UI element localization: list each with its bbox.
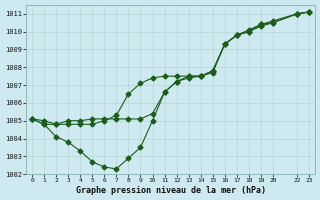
X-axis label: Graphe pression niveau de la mer (hPa): Graphe pression niveau de la mer (hPa) [76,186,266,195]
